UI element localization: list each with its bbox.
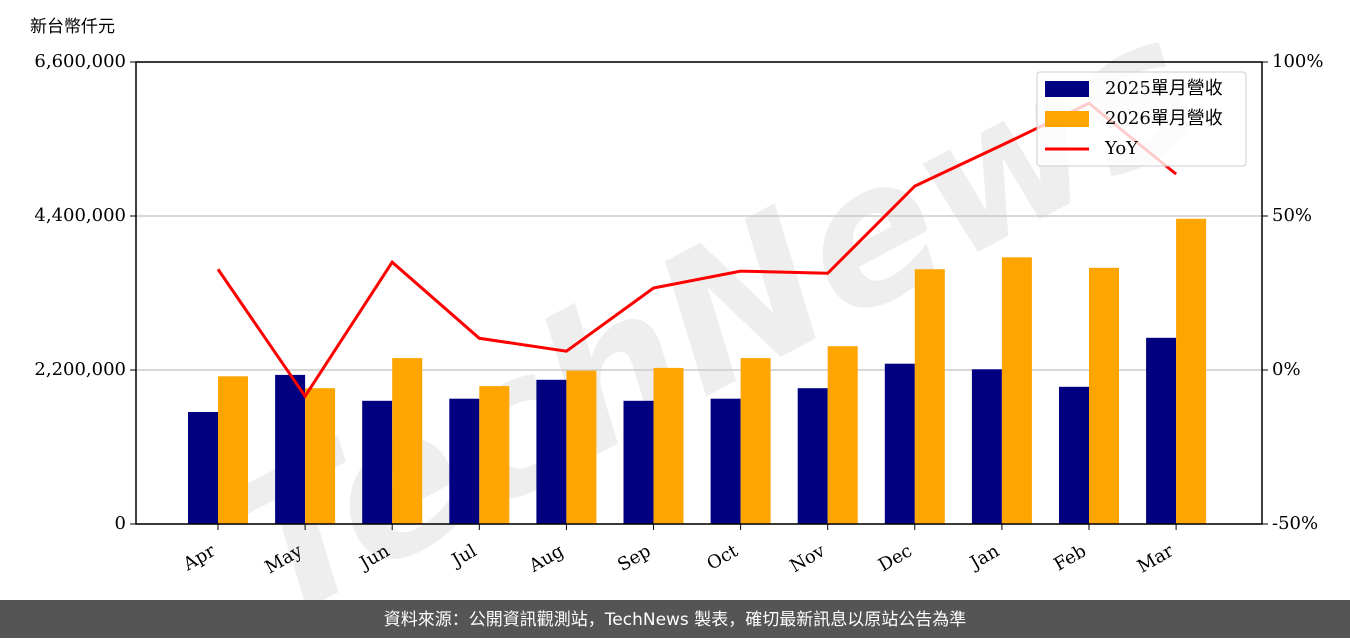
yoy-line <box>216 101 1178 399</box>
bar <box>1059 386 1089 524</box>
bar <box>1146 337 1177 524</box>
y2-tick-label: 0% <box>1272 359 1301 380</box>
bar <box>188 412 218 524</box>
legend-swatch <box>1045 111 1089 127</box>
bar <box>1089 267 1119 524</box>
legend-label: 2025單月營收 <box>1105 78 1223 99</box>
plot-frame <box>135 61 1263 525</box>
bar <box>536 379 567 524</box>
y-axis-label: 新台幣仟元 <box>30 17 115 37</box>
bar <box>479 386 510 524</box>
y2-tick-label: 50% <box>1272 205 1312 226</box>
legend-swatch <box>1045 81 1089 97</box>
bar <box>1001 257 1032 524</box>
y-tick-label: 6,600,000 <box>34 51 126 72</box>
footer: 資料來源：公開資訊觀測站，TechNews 製表，確切最新訊息以原站公告為準 <box>384 610 966 630</box>
bar <box>623 400 654 524</box>
bar <box>914 269 945 524</box>
bar <box>740 358 771 524</box>
bar <box>1176 218 1207 525</box>
bar <box>362 400 393 524</box>
legend-box <box>1036 71 1247 167</box>
bar <box>275 374 306 524</box>
y-tick-label: 0 <box>115 513 126 534</box>
y2-tick-label: 100% <box>1272 51 1323 72</box>
y-tick-label: 4,400,000 <box>34 205 126 226</box>
bar <box>884 363 915 524</box>
y2-tick-label: -50% <box>1272 513 1318 534</box>
legend-label: 2026單月營收 <box>1105 108 1223 129</box>
footer-bar <box>0 600 1350 638</box>
bar <box>971 369 1002 524</box>
bar <box>827 346 858 524</box>
y-tick-label: 2,200,000 <box>34 359 126 380</box>
bar <box>710 398 741 524</box>
bar <box>218 376 248 524</box>
legend-label: YoY <box>1104 138 1139 159</box>
bar <box>392 358 423 524</box>
bar <box>653 367 684 524</box>
bar <box>566 370 597 524</box>
bar <box>797 388 828 524</box>
bar <box>449 398 480 524</box>
bar <box>305 388 336 524</box>
